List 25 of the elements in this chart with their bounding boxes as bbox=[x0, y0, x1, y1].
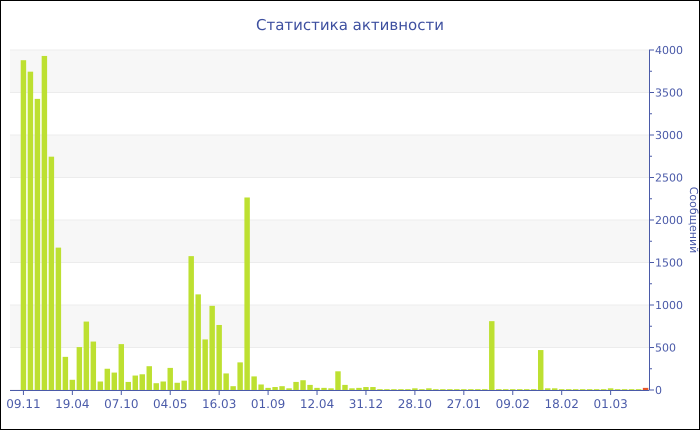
y-tick-label: 2500 bbox=[655, 172, 683, 184]
x-tick-label: 16.03 bbox=[202, 397, 236, 411]
x-tick-label: 01.09 bbox=[250, 397, 286, 411]
y-tick-label: 500 bbox=[655, 342, 676, 354]
y-tick-label: 0 bbox=[655, 384, 662, 397]
x-tick-label: 28.10 bbox=[398, 397, 432, 411]
y-tick-label: 4000 bbox=[655, 44, 683, 57]
x-tick-label: 01.03 bbox=[593, 397, 628, 411]
x-tick-label: 09.11 bbox=[6, 397, 41, 411]
chart-title: Статистика активности bbox=[256, 16, 444, 34]
x-tick-label: 31.12 bbox=[348, 397, 384, 411]
x-tick-label: 12.04 bbox=[300, 397, 334, 411]
x-tick-label: 18.02 bbox=[544, 397, 579, 411]
x-tick-label: 19.04 bbox=[55, 397, 90, 411]
x-tick-label: 07.10 bbox=[104, 397, 138, 411]
y-tick-label: 2000 bbox=[655, 214, 683, 227]
x-tick-label: 27.01 bbox=[446, 397, 482, 411]
y-tick-label: 1000 bbox=[655, 299, 683, 312]
bar bbox=[335, 371, 341, 390]
y-tick-label: 3500 bbox=[655, 86, 683, 100]
x-tick-label: 04.05 bbox=[153, 397, 188, 411]
y-tick-label: 3000 bbox=[655, 129, 683, 142]
y-tick-label: 1500 bbox=[655, 256, 683, 270]
x-tick-label: 09.02 bbox=[496, 397, 530, 411]
y-axis-title: Сообщений bbox=[687, 186, 700, 254]
